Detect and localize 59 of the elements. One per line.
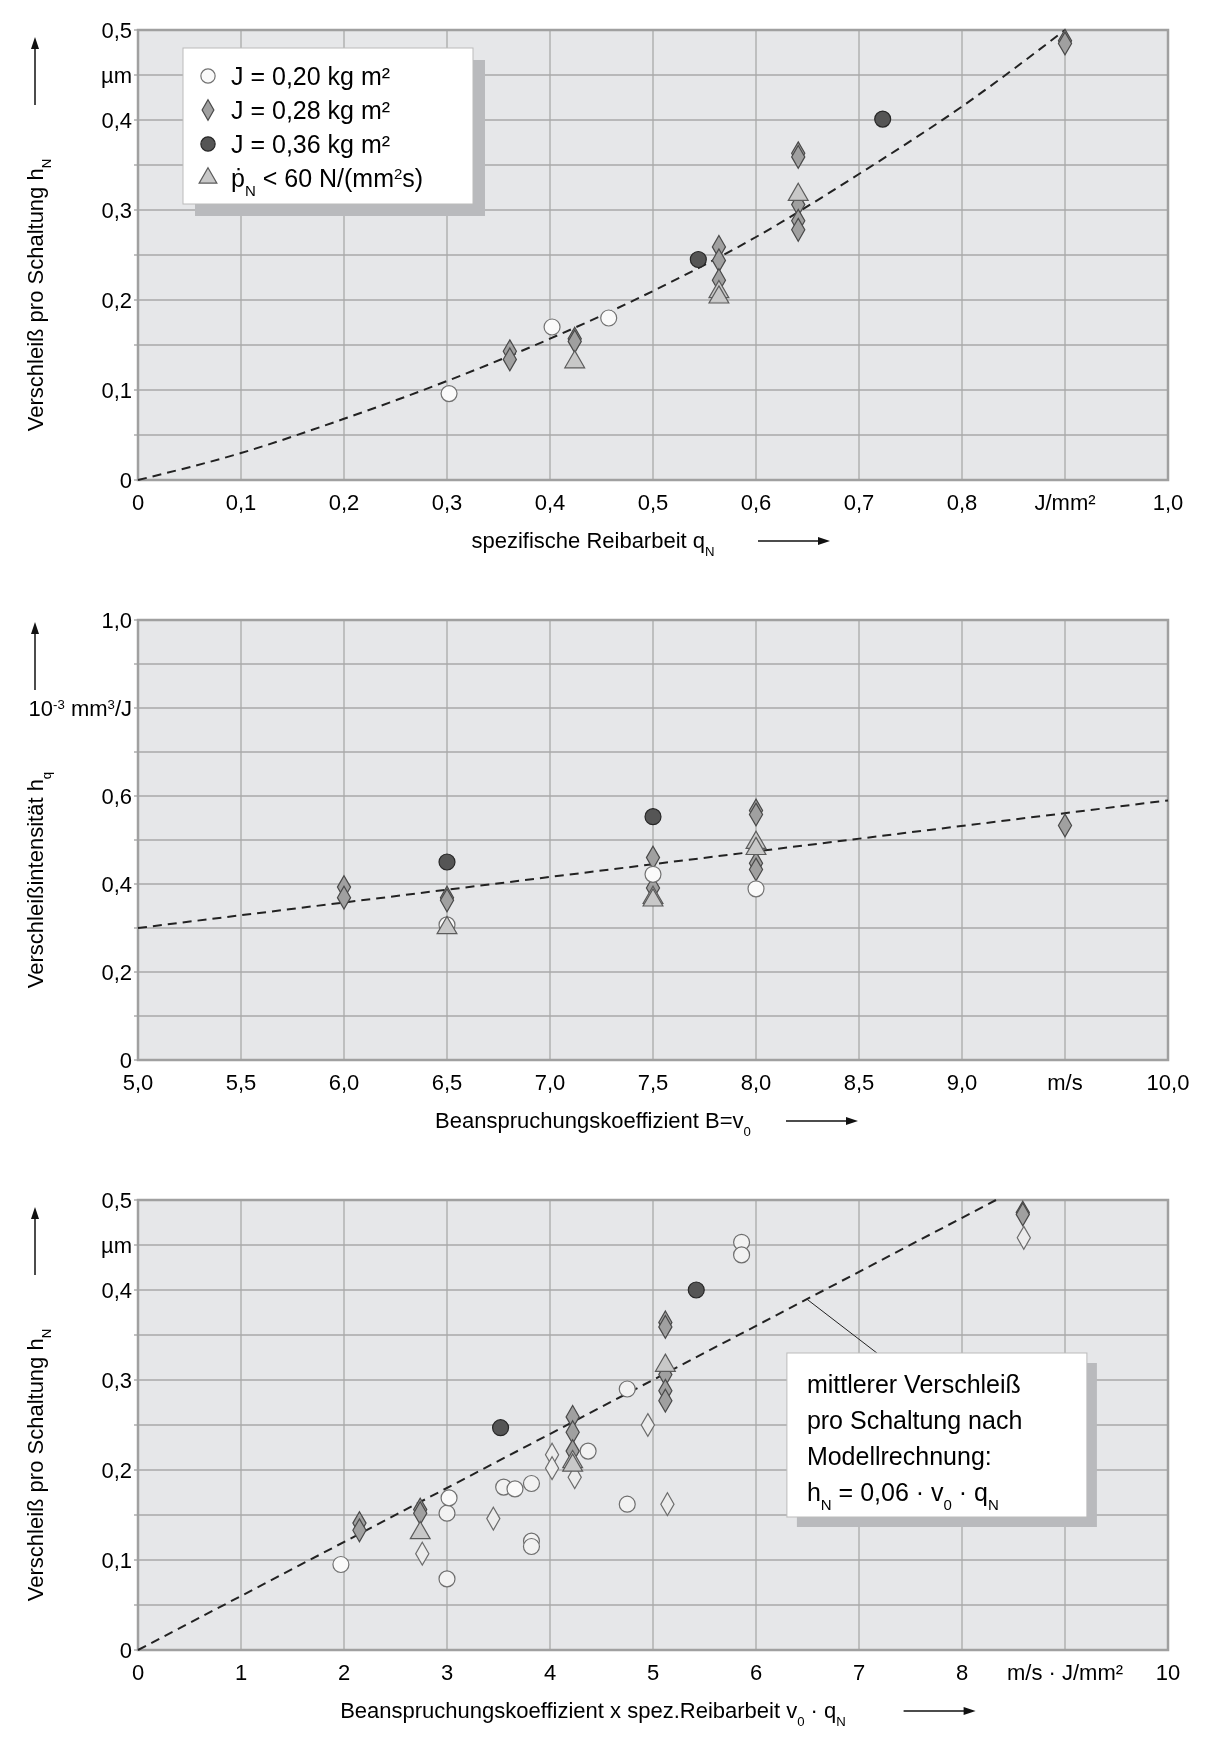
x-tick-label: 3 [440, 1660, 454, 1685]
y-tick-label: 0,4 [101, 108, 132, 133]
legend-label: J = 0,20 kg m² [231, 62, 391, 90]
x-tick-label: 10,0 [1146, 1070, 1190, 1095]
y-tick-label: µm [100, 63, 132, 88]
x-tick-label: J/mm² [1034, 490, 1096, 515]
x-tick-label: 8 [955, 1660, 969, 1685]
x-axis-title: Beanspruchungskoeffizient B=v$_{0}$ [435, 1108, 751, 1139]
x-tick-label: 7,5 [637, 1070, 669, 1095]
y-tick-label: 0,4 [101, 1278, 132, 1303]
x-tick-label: 1,0 [1152, 490, 1184, 515]
x-tick-label: m/s · J/mm² [1006, 1660, 1124, 1685]
y-tick-label: 0,4 [101, 872, 132, 897]
y-tick-label: µm [100, 1233, 132, 1258]
x-tick-label: 0,4 [534, 490, 566, 515]
x-tick-label: 5,5 [225, 1070, 257, 1095]
x-tick-label: 0,8 [946, 490, 978, 515]
x-tick-label: 0,2 [328, 490, 360, 515]
y-tick-label: 0,5 [101, 18, 132, 43]
text: mittlerer Verschleiß pro Schaltung nach Modellrechnung: h$_{N}$ = 0,06 · v$_{0}$ · q$_{N}$ [806, 1370, 1023, 1513]
x-tick-label: m/s [1047, 1070, 1083, 1095]
y-tick-label: 0,2 [101, 960, 132, 985]
x-tick-label: 6,0 [328, 1070, 360, 1095]
y-tick-label: 0,1 [101, 1548, 132, 1573]
y-tick-label: 0,1 [101, 378, 132, 403]
x-tick-label: 0,6 [740, 490, 772, 515]
legend-label: J = 0,36 kg m² [231, 130, 391, 158]
x-tick-label: 8,0 [740, 1070, 772, 1095]
x-tick-label: 7,0 [534, 1070, 566, 1095]
x-tick-label: 0,5 [637, 490, 669, 515]
y-tick-label: 0 [119, 468, 132, 493]
x-tick-label: 7 [852, 1660, 866, 1685]
y-tick-label: 0 [119, 1048, 132, 1073]
x-tick-label: 6 [749, 1660, 763, 1685]
y-tick-label: 0,6 [101, 784, 132, 809]
x-axis-title: spezifische Reibarbeit q$_{N}$ [471, 528, 715, 559]
y-tick-label: 0,2 [101, 288, 132, 313]
x-tick-label: 4 [543, 1660, 557, 1685]
y-tick-label: 1,0 [101, 608, 132, 633]
x-tick-label: 5,0 [122, 1070, 154, 1095]
x-tick-label: 8,5 [843, 1070, 875, 1095]
x-tick-label: 0,3 [431, 490, 463, 515]
x-tick-label: 5 [646, 1660, 660, 1685]
legend-label: J = 0,28 kg m² [231, 96, 391, 124]
legend-label: ṗ$_{N}$ < 60 N/(mm$^{2}$s) [231, 164, 424, 199]
x-tick-label: 6,5 [431, 1070, 463, 1095]
y-tick-label: 0 [119, 1638, 132, 1663]
x-tick-label: 10 [1155, 1660, 1181, 1685]
y-tick-label: 0,3 [101, 198, 132, 223]
x-axis-title: Beanspruchungskoeffizient x spez.Reibarbeit v$_{0}$ · q$_{N}$ [340, 1698, 846, 1729]
x-tick-label: 0,7 [843, 490, 875, 515]
y-tick-label: 10$^{-3}$ mm$^{3}$/J [28, 696, 132, 721]
y-tick-label: 0,2 [101, 1458, 132, 1483]
x-tick-label: 2 [337, 1660, 351, 1685]
y-tick-label: 0,3 [101, 1368, 132, 1393]
x-tick-label: 9,0 [946, 1070, 978, 1095]
x-tick-label: 0,1 [225, 490, 257, 515]
x-tick-label: 1 [234, 1660, 248, 1685]
y-tick-label: 0,5 [101, 1188, 132, 1213]
